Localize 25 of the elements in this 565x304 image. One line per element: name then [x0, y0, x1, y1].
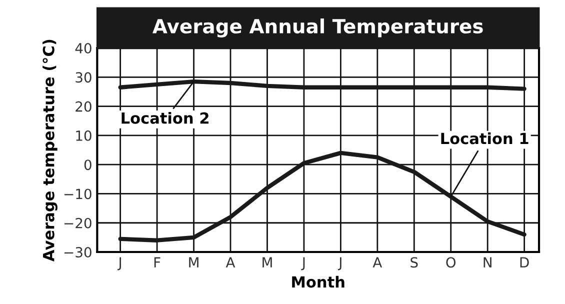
- y-tick-label: −30: [64, 246, 92, 258]
- x-tick-label: A: [372, 257, 382, 268]
- x-tick-label: J: [301, 257, 305, 270]
- x-axis-title: Month: [292, 276, 344, 288]
- x-tick-label: O: [446, 257, 456, 268]
- x-tick-label: J: [118, 257, 121, 270]
- chart-title: Average Annual Temperatures: [152, 18, 483, 38]
- y-tick-label: 40: [75, 43, 92, 54]
- y-tick-label: 10: [76, 130, 92, 141]
- x-tick-label: J: [338, 257, 342, 270]
- y-tick-label: 0: [84, 160, 92, 170]
- y-tick-label: −20: [64, 218, 92, 228]
- x-tick-label: N: [484, 257, 492, 268]
- y-axis-title: Average temperature (°C): [42, 40, 58, 262]
- y-tick-label: 20: [76, 101, 92, 112]
- x-tick-label: D: [520, 257, 529, 268]
- x-tick-label: S: [410, 257, 418, 268]
- x-tick-label: M: [262, 257, 272, 268]
- annotation: Location 1: [441, 132, 528, 144]
- annotation: Location 2: [122, 112, 208, 124]
- y-tick-label: 30: [76, 72, 92, 83]
- y-tick-label: −10: [64, 188, 92, 200]
- x-tick-label: M: [189, 257, 198, 268]
- x-tick-label: F: [154, 257, 160, 268]
- x-tick-label: A: [226, 257, 236, 268]
